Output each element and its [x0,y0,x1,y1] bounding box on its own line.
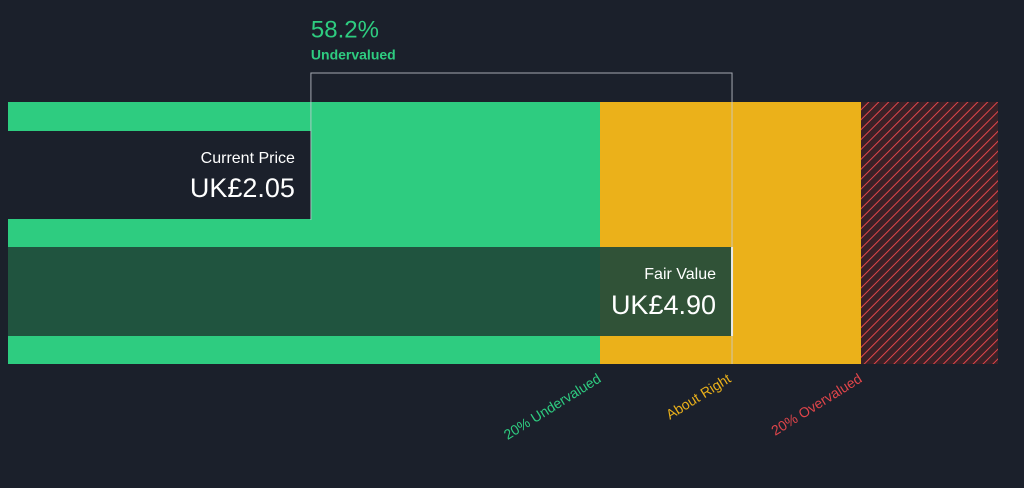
discount-bracket [310,72,733,364]
discount-label: Undervalued [311,47,396,63]
current-price-label: Current Price [201,150,295,167]
zone [861,102,998,364]
current-price-value: UK£2.05 [190,173,295,203]
discount-value: 58.2% [311,16,379,43]
fair-value-value: UK£4.90 [611,290,716,320]
fair-value-label: Fair Value [644,266,716,283]
current-price-bar [8,131,311,219]
fair-value-bar [8,247,733,336]
